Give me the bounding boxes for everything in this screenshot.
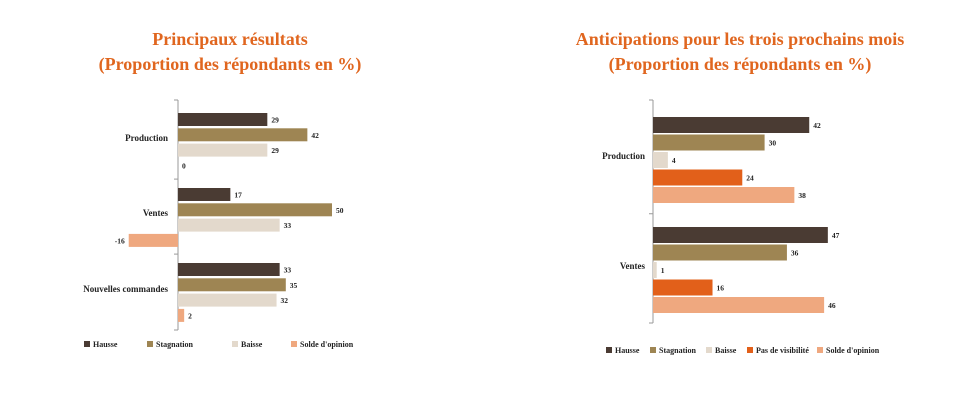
legend-swatch bbox=[706, 347, 712, 353]
legend-swatch bbox=[291, 341, 297, 347]
bar bbox=[178, 113, 268, 126]
chart-title-subtitle: (Proportion des répondants en %) bbox=[98, 54, 362, 74]
legend-label: Hausse bbox=[615, 346, 640, 355]
data-label: 42 bbox=[311, 131, 319, 140]
data-label: 35 bbox=[290, 281, 298, 290]
category-label: Production bbox=[602, 151, 645, 161]
data-label: 46 bbox=[828, 301, 836, 310]
data-label: 24 bbox=[746, 174, 754, 183]
bar bbox=[128, 233, 178, 247]
bar bbox=[178, 278, 286, 292]
legend-label: Stagnation bbox=[659, 346, 696, 355]
legend-swatch bbox=[84, 341, 90, 347]
legend-label: Baisse bbox=[715, 346, 737, 355]
data-label: 36 bbox=[791, 249, 799, 258]
chart-title-right: Anticipations pour les trois prochains m… bbox=[540, 27, 940, 77]
data-label: 47 bbox=[832, 231, 840, 240]
legend-label: Solde d'opinion bbox=[300, 340, 354, 349]
category-label: Nouvelles commandes bbox=[83, 284, 168, 294]
legend-swatch bbox=[232, 341, 238, 347]
data-label: -16 bbox=[115, 236, 125, 245]
bar bbox=[178, 203, 332, 217]
legend-swatch bbox=[606, 347, 612, 353]
data-label: 32 bbox=[281, 296, 289, 305]
chart-title-main: Principaux résultats bbox=[152, 29, 308, 49]
legend-label: Stagnation bbox=[156, 340, 193, 349]
bar bbox=[653, 117, 810, 133]
bar bbox=[178, 308, 185, 322]
legend-swatch bbox=[147, 341, 153, 347]
legend-swatch bbox=[817, 347, 823, 353]
data-label: 30 bbox=[769, 139, 777, 148]
chart-title-left: Principaux résultats (Proportion des rép… bbox=[40, 27, 420, 77]
bar bbox=[178, 128, 308, 142]
legend-label: Hausse bbox=[93, 340, 118, 349]
category-label: Ventes bbox=[620, 261, 646, 271]
data-label: 16 bbox=[717, 284, 725, 293]
bar bbox=[178, 143, 268, 157]
data-label: 42 bbox=[813, 121, 821, 130]
data-label: 33 bbox=[284, 221, 292, 230]
bar bbox=[653, 152, 668, 168]
bar bbox=[653, 262, 657, 278]
legend-label: Solde d'opinion bbox=[826, 346, 880, 355]
bar bbox=[178, 263, 280, 276]
bar bbox=[653, 279, 713, 296]
data-label: 2 bbox=[188, 311, 192, 320]
bar bbox=[178, 218, 280, 232]
bar bbox=[653, 297, 825, 313]
legend-label: Pas de visibilité bbox=[756, 346, 809, 355]
data-label: 29 bbox=[271, 146, 279, 155]
legend-swatch bbox=[747, 347, 753, 353]
legend-swatch bbox=[650, 347, 656, 353]
data-label: 38 bbox=[798, 191, 806, 200]
data-label: 50 bbox=[336, 206, 344, 215]
bar bbox=[653, 187, 795, 203]
data-label: 0 bbox=[182, 161, 186, 170]
data-label: 29 bbox=[271, 116, 279, 125]
data-label: 33 bbox=[284, 266, 292, 275]
category-label: Ventes bbox=[143, 208, 169, 218]
bar bbox=[653, 134, 765, 151]
data-label: 4 bbox=[672, 156, 676, 165]
bar bbox=[653, 244, 787, 261]
data-label: 1 bbox=[661, 266, 665, 275]
legend-label: Baisse bbox=[241, 340, 263, 349]
category-label: Production bbox=[125, 133, 168, 143]
chart-title-main: Anticipations pour les trois prochains m… bbox=[575, 29, 905, 49]
data-label: 17 bbox=[234, 191, 242, 200]
bar bbox=[653, 169, 743, 186]
bar bbox=[178, 188, 231, 201]
chart-title-subtitle: (Proportion des répondants en %) bbox=[608, 54, 872, 74]
bar bbox=[178, 293, 277, 307]
bar bbox=[653, 227, 828, 243]
